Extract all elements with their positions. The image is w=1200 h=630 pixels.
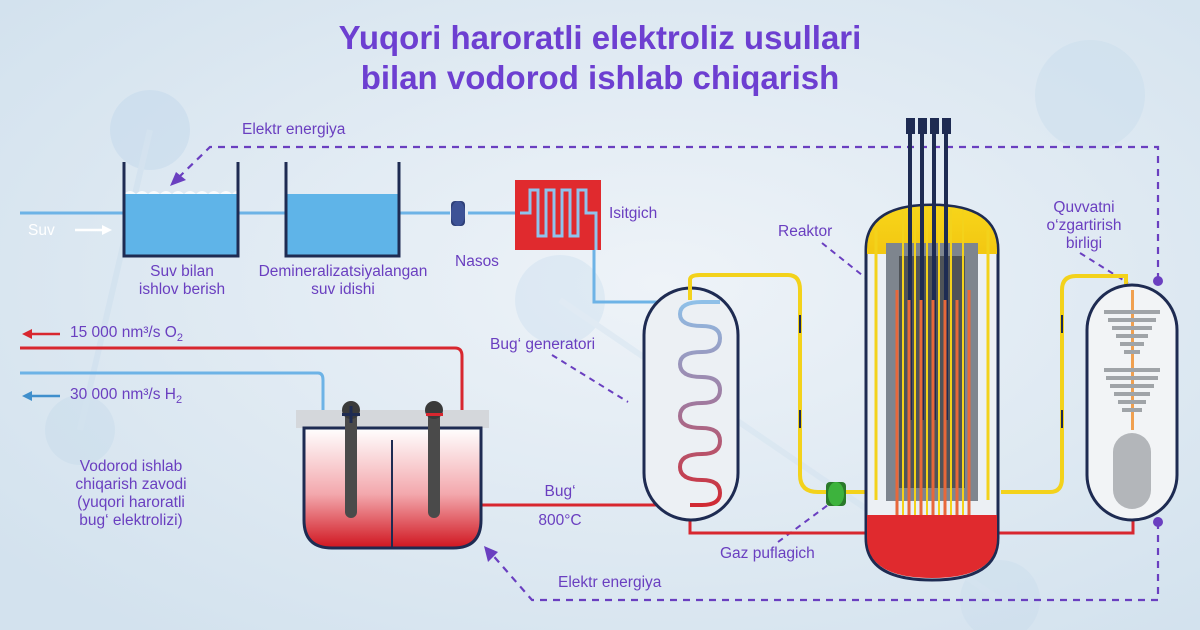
gaz-puflagich-label: Gaz puflagich bbox=[720, 545, 815, 562]
isitgich-heater bbox=[515, 180, 601, 250]
suv-bilan-tank bbox=[122, 162, 240, 258]
elektrolizer bbox=[296, 401, 489, 550]
nasos-pump bbox=[451, 201, 465, 226]
electricity-bottom-dot bbox=[1153, 517, 1163, 527]
plus-icon bbox=[342, 406, 360, 423]
isitgich-label: Isitgich bbox=[609, 205, 658, 222]
quvvat-line-1: Quvvatni bbox=[1053, 199, 1115, 216]
page-title: Yuqori haroratli elektroliz usullari bil… bbox=[0, 18, 1200, 98]
elektr-energiya-top-label: Elektr energiya bbox=[242, 121, 346, 138]
title-line-2: bilan vodorod ishlab chiqarish bbox=[360, 59, 840, 96]
electricity-lines bbox=[177, 145, 1160, 602]
o2-output-label: 15 000 nm³/s O2 bbox=[70, 324, 183, 347]
quvvat-unit bbox=[1085, 283, 1179, 522]
flow-arrows bbox=[799, 315, 1063, 428]
bug-generator-pointer bbox=[551, 354, 629, 403]
h2-arrow-head-icon bbox=[22, 391, 32, 401]
gaz-puflagich bbox=[826, 482, 846, 506]
bug-temp-label: 800°C bbox=[538, 512, 582, 529]
gaz-pointer bbox=[777, 501, 833, 543]
zavod-label: Vodorod ishlab chiqarish zavodi (yuqori … bbox=[36, 458, 226, 530]
suv-bilan-line-2: ishlov berish bbox=[138, 281, 226, 298]
demin-line-2: suv idishi bbox=[311, 281, 375, 298]
h2-value: 30 000 nm³/s H bbox=[70, 386, 176, 403]
electricity-top-arrow-icon bbox=[170, 172, 186, 186]
quvvat-label: Quvvatni o‘zgartirish birligi bbox=[1030, 199, 1138, 253]
bug-label: Bug‘ bbox=[544, 483, 576, 500]
quvvat-line-2: o‘zgartirish bbox=[1046, 217, 1122, 234]
minus-icon bbox=[426, 413, 443, 416]
elektr-energiya-bottom-label: Elektr energiya bbox=[558, 574, 662, 591]
bug-generatori-label: Bug‘ generatori bbox=[490, 336, 596, 353]
quvvat-line-3: birligi bbox=[1065, 235, 1103, 252]
suv-bilan-label: Suv bilan ishlov berish bbox=[120, 263, 244, 299]
o2-subscript: 2 bbox=[176, 332, 183, 345]
reaktor bbox=[864, 118, 1000, 582]
reaktor-pointer bbox=[821, 242, 868, 280]
o2-value: 15 000 nm³/s O bbox=[70, 324, 177, 341]
demin-line-1: Demineralizatsiyalangan bbox=[258, 263, 428, 280]
suv-arrow-head-icon bbox=[102, 225, 112, 235]
electricity-bottom-arrow-icon bbox=[484, 546, 498, 562]
electricity-top-line bbox=[177, 145, 1160, 280]
suv-label: Suv bbox=[28, 222, 55, 239]
zavod-line-1: Vodorod ishlab bbox=[79, 458, 183, 475]
zavod-line-3: (yuqori haroratli bbox=[77, 494, 185, 511]
bug-generator bbox=[642, 286, 740, 522]
h2-output-label: 30 000 nm³/s H2 bbox=[70, 386, 182, 409]
zavod-line-4: bug‘ elektrolizi) bbox=[79, 512, 183, 529]
electricity-top-dot bbox=[1153, 276, 1163, 286]
o2-arrow-head-icon bbox=[22, 329, 32, 339]
h2-subscript: 2 bbox=[175, 394, 183, 407]
reaktor-label: Reaktor bbox=[778, 223, 833, 240]
demin-tank bbox=[284, 162, 401, 258]
electricity-bottom-line bbox=[489, 522, 1160, 602]
title-line-1: Yuqori haroratli elektroliz usullari bbox=[338, 19, 862, 56]
suv-bilan-line-1: Suv bilan bbox=[150, 263, 214, 280]
nasos-label: Nasos bbox=[455, 253, 499, 270]
zavod-line-2: chiqarish zavodi bbox=[75, 476, 187, 493]
demin-label: Demineralizatsiyalangan suv idishi bbox=[238, 263, 448, 299]
